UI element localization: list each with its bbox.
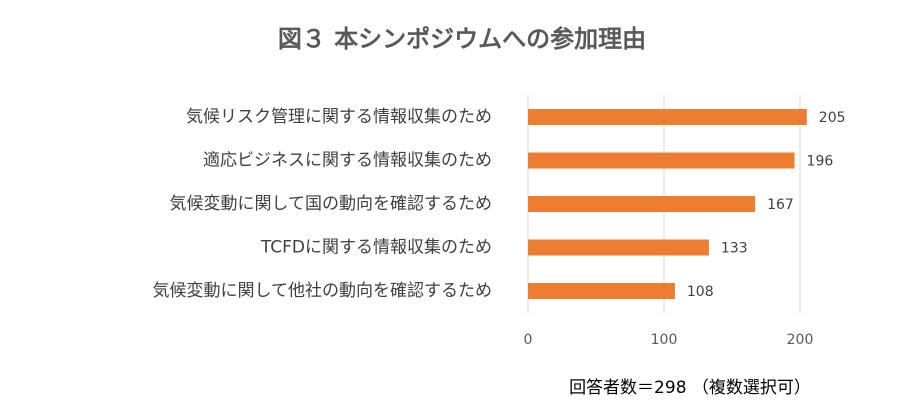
bar xyxy=(528,239,709,256)
x-tick-label: 200 xyxy=(787,332,814,348)
bar xyxy=(528,109,807,125)
value-label: 196 xyxy=(807,154,834,170)
bar xyxy=(528,152,795,169)
value-label: 167 xyxy=(767,197,794,213)
y-tick-label: 気候リスク管理に関する情報収集のため xyxy=(186,107,492,127)
y-tick-label: 気候変動に関して国の動向を確認するため xyxy=(170,194,493,214)
y-tick-label: 気候変動に関して他社の動向を確認するため xyxy=(153,281,493,301)
bar xyxy=(528,283,675,299)
y-tick-label: TCFDに関する情報収集のため xyxy=(260,238,492,258)
value-label: 108 xyxy=(687,284,714,300)
value-label: 205 xyxy=(819,110,846,126)
x-tick-label: 100 xyxy=(651,332,678,348)
y-tick-label: 適応ビジネスに関する情報収集のため xyxy=(203,151,492,171)
value-label: 133 xyxy=(721,241,748,257)
x-tick-label: 0 xyxy=(524,332,533,348)
chart-title: 図３ 本シンポジウムへの参加理由 xyxy=(278,25,646,53)
bar xyxy=(528,196,756,212)
chart-note: 回答者数＝298 （複数選択可） xyxy=(569,378,811,398)
